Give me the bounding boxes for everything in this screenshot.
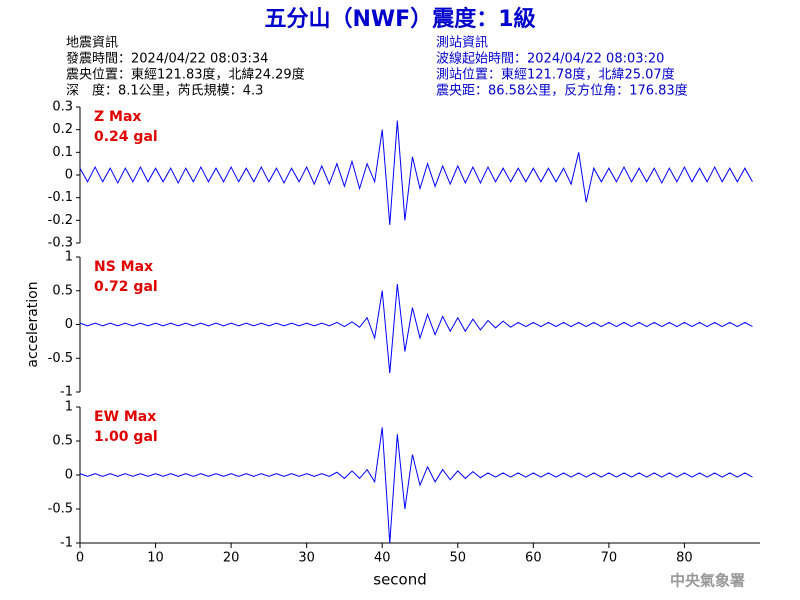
- info-line: 地震資訊: [66, 36, 118, 51]
- y-tick-label: -0.2: [48, 213, 73, 228]
- x-tick-label: 60: [525, 551, 542, 566]
- waveform: [79, 120, 753, 225]
- y-tick-label: 0.5: [52, 434, 73, 449]
- info-line: 震央距：86.58公里，反方位角：176.83度: [436, 83, 688, 99]
- x-axis-label: second: [373, 571, 427, 589]
- y-tick-label: 1: [65, 400, 73, 415]
- info-line: 震央位置：東經121.83度，北緯24.29度: [66, 67, 305, 83]
- x-tick-label: 50: [450, 551, 467, 566]
- info-line: 發震時間：2024/04/22 08:03:34: [66, 52, 268, 67]
- x-tick-label: 20: [223, 551, 240, 566]
- y-tick-label: 0.5: [52, 283, 73, 298]
- y-tick-label: 0.3: [52, 100, 73, 115]
- annotation: NS Max: [94, 259, 153, 275]
- y-tick-label: -0.5: [48, 351, 73, 366]
- info-line: 測站資訊: [436, 36, 488, 51]
- x-tick-label: 40: [374, 551, 391, 566]
- y-tick-label: 0.2: [52, 122, 73, 137]
- annotation: Z Max: [94, 109, 141, 125]
- x-tick-label: 0: [76, 551, 84, 566]
- annotation: EW Max: [94, 409, 156, 425]
- y-tick-label: 1: [65, 250, 73, 265]
- waveform: [79, 427, 753, 544]
- y-tick-label: 0: [65, 317, 73, 332]
- info-line: 波線起始時間：2024/04/22 08:03:20: [436, 51, 664, 67]
- info-line: 測站位置：東經121.78度，北緯25.07度: [436, 67, 675, 83]
- max-label: 0.72 gal: [94, 279, 158, 295]
- y-tick-label: -0.5: [48, 502, 73, 517]
- y-tick-label: 0: [65, 168, 73, 183]
- y-tick-label: -1: [60, 536, 73, 551]
- x-tick-label: 10: [147, 551, 164, 566]
- y-tick-label: -0.1: [48, 190, 73, 205]
- y-tick-label: -0.3: [48, 236, 73, 251]
- title: 五分山（NWF）震度：1級: [264, 6, 535, 32]
- y-tick-label: 0: [65, 468, 73, 483]
- x-tick-label: 70: [601, 551, 618, 566]
- info-line: 深 度：8.1公里，芮氏規模：4.3: [66, 83, 263, 99]
- y-tick-label: -1: [60, 385, 73, 400]
- footer: 中央氣象署: [670, 572, 745, 590]
- y-axis-label: acceleration: [25, 281, 41, 367]
- waveform: [79, 283, 753, 374]
- y-tick-label: 0.1: [52, 145, 73, 160]
- max-label: 0.24 gal: [94, 129, 158, 145]
- x-tick-label: 80: [676, 551, 693, 566]
- max-label: 1.00 gal: [94, 429, 158, 445]
- x-tick-label: 30: [298, 551, 315, 566]
